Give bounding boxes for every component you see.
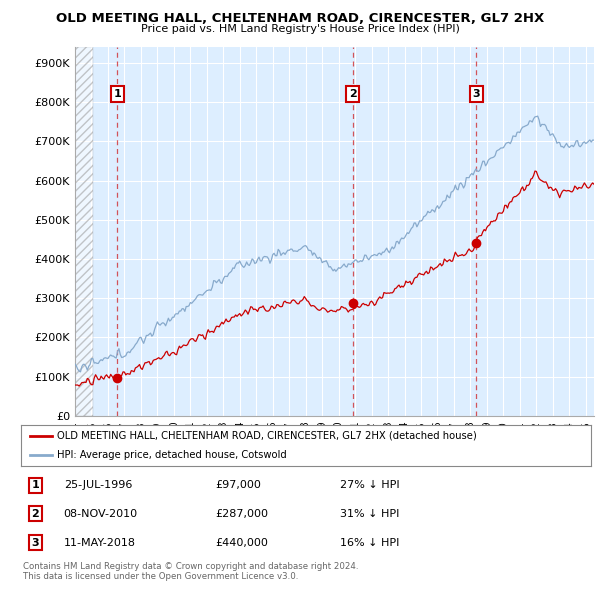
Text: 25-JUL-1996: 25-JUL-1996: [64, 480, 132, 490]
Text: OLD MEETING HALL, CHELTENHAM ROAD, CIRENCESTER, GL7 2HX: OLD MEETING HALL, CHELTENHAM ROAD, CIREN…: [56, 12, 544, 25]
Text: 1: 1: [31, 480, 39, 490]
Text: 3: 3: [473, 89, 480, 99]
Text: 11-MAY-2018: 11-MAY-2018: [64, 537, 136, 548]
Text: 31% ↓ HPI: 31% ↓ HPI: [340, 509, 400, 519]
Text: 16% ↓ HPI: 16% ↓ HPI: [340, 537, 400, 548]
Text: £97,000: £97,000: [215, 480, 260, 490]
Text: Price paid vs. HM Land Registry's House Price Index (HPI): Price paid vs. HM Land Registry's House …: [140, 24, 460, 34]
Text: HPI: Average price, detached house, Cotswold: HPI: Average price, detached house, Cots…: [57, 450, 287, 460]
Text: OLD MEETING HALL, CHELTENHAM ROAD, CIRENCESTER, GL7 2HX (detached house): OLD MEETING HALL, CHELTENHAM ROAD, CIREN…: [57, 431, 476, 441]
Text: £287,000: £287,000: [215, 509, 268, 519]
Text: 08-NOV-2010: 08-NOV-2010: [64, 509, 138, 519]
Text: 27% ↓ HPI: 27% ↓ HPI: [340, 480, 400, 490]
Text: 2: 2: [349, 89, 356, 99]
Text: £440,000: £440,000: [215, 537, 268, 548]
Text: 2: 2: [31, 509, 39, 519]
Text: Contains HM Land Registry data © Crown copyright and database right 2024.
This d: Contains HM Land Registry data © Crown c…: [23, 562, 358, 581]
Text: 1: 1: [113, 89, 121, 99]
Text: 3: 3: [31, 537, 39, 548]
